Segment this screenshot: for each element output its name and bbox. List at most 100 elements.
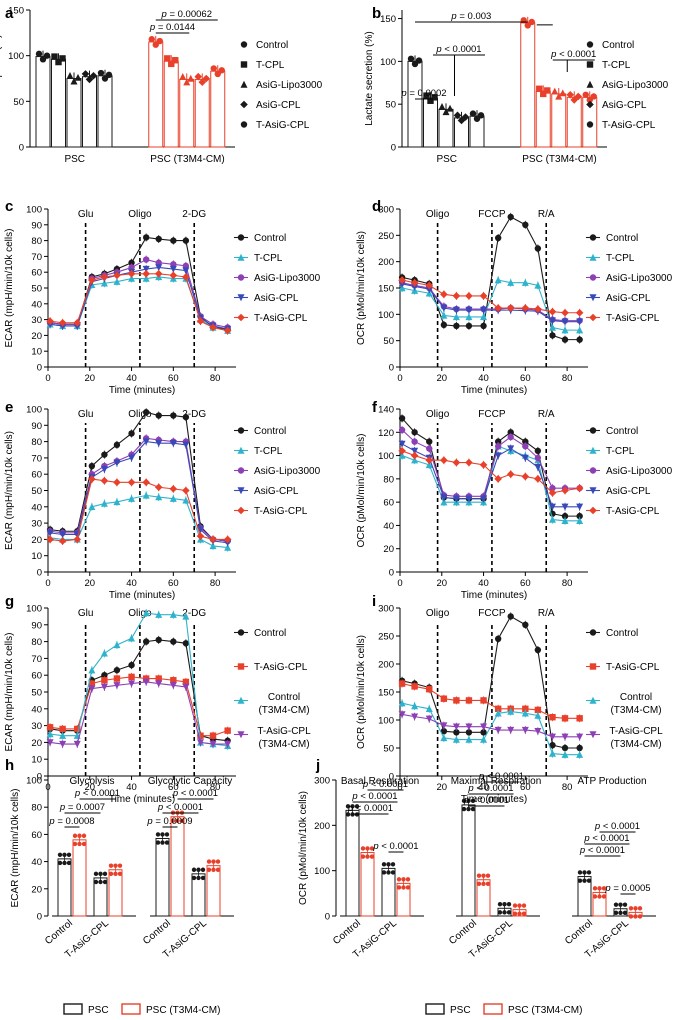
data-point xyxy=(465,723,473,731)
data-point xyxy=(440,734,448,742)
panel-label: c xyxy=(5,198,13,215)
data-point xyxy=(88,503,96,510)
data-point xyxy=(127,478,136,487)
data-point xyxy=(534,475,542,483)
panel-label: j xyxy=(315,757,320,774)
data-point xyxy=(101,677,108,684)
data-point xyxy=(59,531,67,539)
data-point xyxy=(164,832,170,837)
data-point xyxy=(81,841,87,847)
legend-label: T-CPL xyxy=(606,446,635,457)
data-point xyxy=(446,104,454,112)
data-point xyxy=(155,636,162,644)
x-tick-label: 60 xyxy=(168,578,179,589)
data-point xyxy=(148,36,155,43)
data-point xyxy=(170,677,177,684)
data-point xyxy=(183,78,191,86)
data-point xyxy=(628,906,634,911)
data-point xyxy=(453,322,460,330)
data-point xyxy=(477,112,485,119)
x-tick-label: 40 xyxy=(126,578,137,589)
data-point xyxy=(480,322,487,330)
data-point xyxy=(396,885,402,890)
data-point xyxy=(452,495,460,503)
data-point xyxy=(169,682,177,689)
data-point xyxy=(479,292,488,300)
legend-marker xyxy=(589,234,597,241)
legend-label: Control xyxy=(606,233,638,244)
y-tick-label: 20 xyxy=(31,884,42,895)
legend-label: AsiG-CPL xyxy=(606,486,651,497)
data-point xyxy=(561,336,569,343)
data-point xyxy=(534,305,542,313)
data-point xyxy=(561,733,569,741)
data-point xyxy=(407,55,415,63)
data-point xyxy=(570,96,579,104)
legend-swatch xyxy=(483,1003,503,1015)
data-point xyxy=(73,535,82,544)
data-point xyxy=(506,910,512,915)
data-point xyxy=(540,90,547,98)
x-tick-label: 20 xyxy=(436,578,447,589)
data-point xyxy=(576,751,584,758)
data-point xyxy=(637,914,643,919)
data-point xyxy=(196,532,205,540)
data-point xyxy=(100,649,108,657)
x-axis-label: Time (minutes) xyxy=(461,794,527,805)
data-point xyxy=(85,75,94,84)
data-point xyxy=(548,307,557,316)
x-tick-label: 0 xyxy=(397,373,402,384)
bar xyxy=(566,96,582,148)
data-point xyxy=(622,910,628,916)
data-point xyxy=(592,886,598,891)
y-tick-label: 50 xyxy=(385,100,396,111)
data-point xyxy=(101,672,108,679)
data-point xyxy=(577,878,583,883)
bar xyxy=(206,865,221,917)
y-tick-label: 50 xyxy=(31,486,42,497)
y-tick-label: 70 xyxy=(31,654,42,665)
p-value-label: p = 0.0009 xyxy=(146,816,192,827)
data-point xyxy=(155,840,161,845)
data-point xyxy=(521,726,529,734)
data-point xyxy=(100,273,109,281)
data-point xyxy=(381,870,387,875)
legend-marker xyxy=(237,506,245,515)
bar xyxy=(66,78,82,148)
injection-label: Oligo xyxy=(426,409,450,420)
series-line xyxy=(401,615,580,749)
legend-label: AsiG-Lipo3000 xyxy=(606,273,673,284)
data-point xyxy=(452,306,460,314)
series-line xyxy=(50,639,228,742)
p-value-label: p = 0.003 xyxy=(450,11,491,22)
legend-marker xyxy=(240,80,248,88)
legend-marker xyxy=(237,731,245,739)
data-point xyxy=(576,715,583,722)
legend-label: T-AsiG-CPL (T3M4-CM) xyxy=(609,726,663,750)
y-tick-label: 100 xyxy=(8,51,24,62)
data-point xyxy=(411,429,418,436)
group-label: PSC (T3M4-CM) xyxy=(522,154,596,165)
y-tick-label: 0 xyxy=(389,772,394,783)
bar xyxy=(461,804,476,917)
data-point xyxy=(480,495,488,503)
y-tick-label: 10 xyxy=(31,347,42,358)
data-point xyxy=(411,713,419,721)
bar xyxy=(155,837,170,917)
data-point xyxy=(480,306,488,314)
panel-label: h xyxy=(5,757,14,774)
data-point xyxy=(365,854,370,859)
data-point xyxy=(113,641,121,649)
data-point xyxy=(549,332,556,339)
data-point xyxy=(101,451,108,458)
data-point xyxy=(369,854,375,859)
data-point xyxy=(155,235,162,243)
bar xyxy=(108,869,123,917)
y-tick-label: 0 xyxy=(37,912,42,923)
legend-label: AsiG-CPL xyxy=(606,293,651,304)
data-point xyxy=(453,697,460,704)
data-point xyxy=(561,503,569,511)
y-tick-label: 30 xyxy=(31,721,42,732)
legend-marker xyxy=(240,121,248,128)
data-point xyxy=(521,454,529,462)
